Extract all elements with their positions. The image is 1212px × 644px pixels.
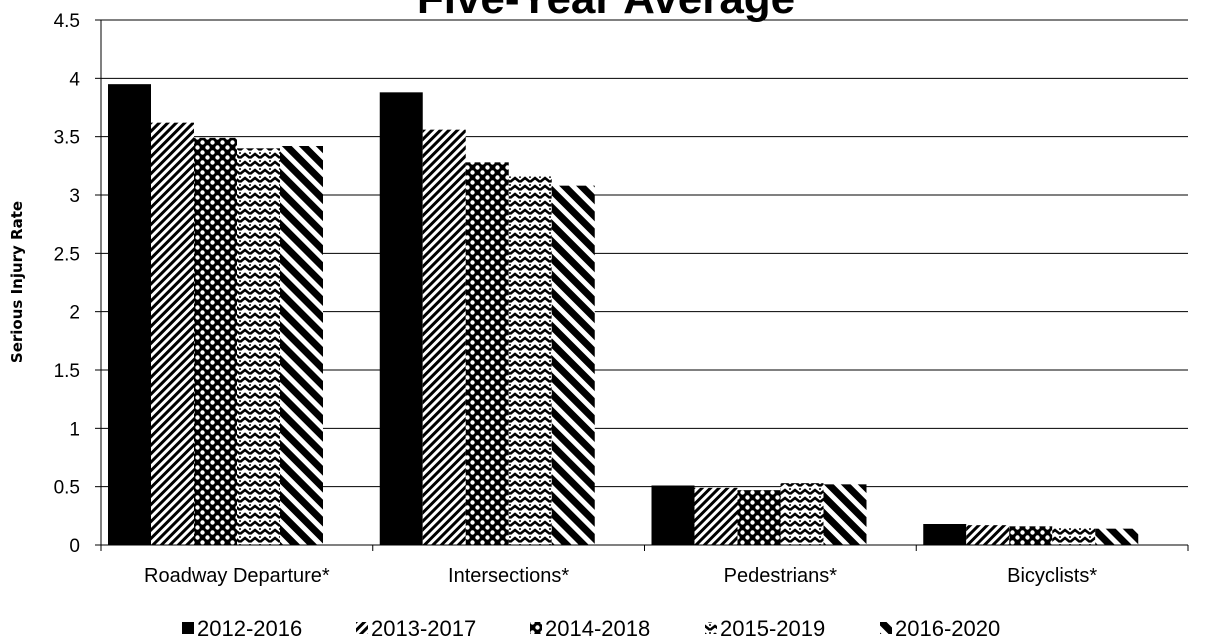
chart-title: Five-Year Average [417, 0, 795, 23]
y-tick-label: 3 [69, 186, 80, 207]
bar-2016-2020-1 [551, 185, 595, 545]
bar-2015-2019-2 [780, 483, 824, 545]
category-label: Pedestrians* [724, 565, 838, 587]
category-labels: Roadway Departure* Intersections* Pedestri… [144, 565, 1097, 587]
y-tick-label: 2 [69, 303, 80, 324]
y-axis-label: Serious Injury Rate [8, 201, 26, 363]
y-tick-label: 0 [69, 536, 80, 557]
bar-2014-2018-0 [194, 137, 237, 546]
bar-2014-2018-1 [465, 162, 509, 546]
gridlines [101, 19, 1188, 488]
bar-2016-2020-2 [823, 484, 867, 545]
bar-2013-2017-1 [422, 129, 466, 545]
y-tick-label: 1 [69, 419, 80, 440]
bars [108, 84, 1139, 546]
bar-2013-2017-3 [966, 525, 1010, 545]
y-tick-label: 2.5 [54, 244, 80, 265]
legend-label: 2013-2017 [371, 616, 476, 641]
bar-2014-2018-2 [737, 490, 781, 545]
bar-2016-2020-3 [1095, 528, 1139, 545]
bar-2013-2017-0 [151, 122, 194, 546]
category-label: Roadway Departure* [144, 565, 330, 587]
y-tick-label: 0.5 [54, 478, 80, 499]
legend-swatch [705, 622, 717, 634]
bar-2013-2017-2 [694, 487, 738, 545]
legend-swatch [530, 622, 542, 634]
y-tick-label: 4 [69, 69, 80, 90]
category-label: Intersections* [448, 565, 569, 587]
bar-2014-2018-3 [1009, 526, 1053, 545]
legend-swatch [356, 622, 368, 634]
category-label: Bicyclists* [1007, 565, 1097, 587]
y-tick-label: 4.5 [54, 11, 80, 32]
y-tick-labels: 0 0.5 1 1.5 2 2.5 3 3.5 4 4.5 [54, 11, 81, 557]
bar-2012-2016-1 [379, 92, 423, 545]
bar-2015-2019-0 [237, 148, 280, 546]
legend-label: 2014-2018 [545, 616, 650, 641]
y-tick-label: 1.5 [54, 361, 80, 382]
bar-2012-2016-3 [923, 524, 967, 545]
bar-2015-2019-3 [1052, 527, 1096, 545]
legend-swatch [182, 622, 194, 634]
bar-2012-2016-2 [651, 485, 695, 545]
axes [95, 19, 1189, 551]
legend-label: 2012-2016 [197, 616, 302, 641]
y-tick-label: 3.5 [54, 128, 80, 149]
legend-label: 2016-2020 [895, 616, 1000, 641]
bar-2015-2019-1 [508, 176, 552, 546]
bar-2016-2020-0 [280, 146, 323, 545]
legend-label: 2015-2019 [720, 616, 825, 641]
legend: 2012-2016 2013-2017 2014-2018 2015-2019 2016… [182, 616, 1000, 641]
legend-swatch [880, 622, 892, 634]
bar-2012-2016-0 [108, 84, 151, 546]
